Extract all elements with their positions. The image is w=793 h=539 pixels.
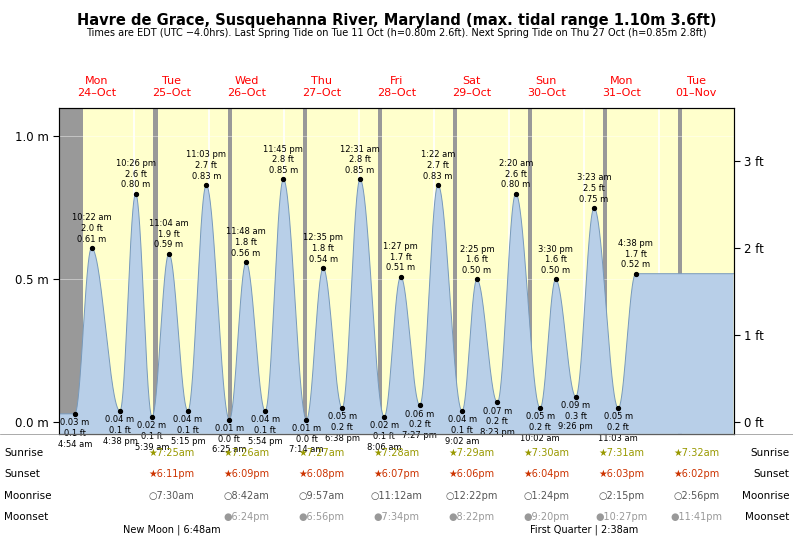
Bar [158, 108, 228, 434]
Text: ★6:09pm: ★6:09pm [224, 469, 270, 479]
Text: Sunrise: Sunrise [750, 448, 789, 458]
Text: 11:48 am
1.8 ft
0.56 m: 11:48 am 1.8 ft 0.56 m [226, 227, 266, 258]
Text: 11:45 pm
2.8 ft
0.85 m: 11:45 pm 2.8 ft 0.85 m [263, 144, 304, 175]
Text: Moonrise: Moonrise [4, 491, 52, 501]
Text: ★7:26am: ★7:26am [224, 448, 270, 458]
Text: 10:26 pm
2.6 ft
0.80 m: 10:26 pm 2.6 ft 0.80 m [116, 159, 155, 189]
Text: Sunrise: Sunrise [4, 448, 43, 458]
Text: 11:03 pm
2.7 ft
0.83 m: 11:03 pm 2.7 ft 0.83 m [186, 150, 226, 181]
Bar [532, 108, 603, 434]
Text: 0.04 m
0.1 ft
9:02 am: 0.04 m 0.1 ft 9:02 am [445, 416, 479, 446]
Text: ○2:15pm: ○2:15pm [598, 491, 644, 501]
Text: 0.02 m
0.1 ft
8:06 am: 0.02 m 0.1 ft 8:06 am [367, 421, 401, 452]
Text: ●7:34pm: ●7:34pm [374, 512, 419, 522]
Text: Sunset: Sunset [4, 469, 40, 479]
Text: ★7:27am: ★7:27am [298, 448, 345, 458]
Text: ★6:02pm: ★6:02pm [673, 469, 719, 479]
Text: ★6:03pm: ★6:03pm [598, 469, 644, 479]
Text: 0.09 m
0.3 ft
9:26 pm: 0.09 m 0.3 ft 9:26 pm [558, 401, 593, 432]
Bar [607, 108, 678, 434]
Text: Moonset: Moonset [4, 512, 48, 522]
Text: ●9:20pm: ●9:20pm [523, 512, 569, 522]
Text: 11:04 am
1.9 ft
0.59 m: 11:04 am 1.9 ft 0.59 m [149, 219, 189, 250]
Text: 0.05 m
0.2 ft
6:38 pm: 0.05 m 0.2 ft 6:38 pm [324, 412, 360, 443]
Text: ○7:30am: ○7:30am [149, 491, 195, 501]
Text: Sunset: Sunset [753, 469, 789, 479]
Text: 0.04 m
0.1 ft
5:15 pm: 0.04 m 0.1 ft 5:15 pm [170, 416, 205, 446]
Text: 4:38 pm
1.7 ft
0.52 m: 4:38 pm 1.7 ft 0.52 m [619, 239, 653, 270]
Polygon shape [59, 179, 734, 434]
Text: 0.04 m
0.1 ft
5:54 pm: 0.04 m 0.1 ft 5:54 pm [248, 416, 282, 446]
Text: 3:30 pm
1.6 ft
0.50 m: 3:30 pm 1.6 ft 0.50 m [538, 245, 573, 275]
Text: ○9:57am: ○9:57am [299, 491, 344, 501]
Bar [457, 108, 528, 434]
Text: Havre de Grace, Susquehanna River, Maryland (max. tidal range 1.10m 3.6ft): Havre de Grace, Susquehanna River, Maryl… [77, 13, 716, 29]
Text: ★7:31am: ★7:31am [598, 448, 644, 458]
Text: ○12:22pm: ○12:22pm [445, 491, 497, 501]
Text: 0.07 m
0.2 ft
8:23 pm: 0.07 m 0.2 ft 8:23 pm [480, 407, 515, 437]
Text: 10:22 am
2.0 ft
0.61 m: 10:22 am 2.0 ft 0.61 m [71, 213, 111, 244]
Text: Moonset: Moonset [745, 512, 789, 522]
Text: 0.05 m
0.2 ft
11:03 am: 0.05 m 0.2 ft 11:03 am [599, 412, 638, 443]
Text: 1:27 pm
1.7 ft
0.51 m: 1:27 pm 1.7 ft 0.51 m [383, 242, 418, 272]
Text: 0.04 m
0.1 ft
4:38 pm: 0.04 m 0.1 ft 4:38 pm [102, 416, 137, 446]
Text: 0.03 m
0.1 ft
4:54 am: 0.03 m 0.1 ft 4:54 am [58, 418, 92, 448]
Text: ●10:27pm: ●10:27pm [595, 512, 647, 522]
Text: ●11:41pm: ●11:41pm [670, 512, 722, 522]
Text: ●8:22pm: ●8:22pm [448, 512, 495, 522]
Text: ★7:29am: ★7:29am [448, 448, 495, 458]
Text: ★6:07pm: ★6:07pm [374, 469, 419, 479]
Bar [232, 108, 303, 434]
Text: ★6:06pm: ★6:06pm [448, 469, 495, 479]
Text: ★7:32am: ★7:32am [673, 448, 719, 458]
Text: First Quarter | 2:38am: First Quarter | 2:38am [530, 524, 638, 535]
Text: ●6:56pm: ●6:56pm [299, 512, 345, 522]
Text: 12:35 pm
1.8 ft
0.54 m: 12:35 pm 1.8 ft 0.54 m [303, 233, 343, 264]
Text: 0.06 m
0.2 ft
7:27 pm: 0.06 m 0.2 ft 7:27 pm [402, 410, 437, 440]
Text: 0.01 m
0.0 ft
6:25 am: 0.01 m 0.0 ft 6:25 am [213, 424, 247, 454]
Text: ★7:30am: ★7:30am [523, 448, 569, 458]
Text: 0.05 m
0.2 ft
10:02 am: 0.05 m 0.2 ft 10:02 am [520, 412, 560, 443]
Text: Times are EDT (UTC −4.0hrs). Last Spring Tide on Tue 11 Oct (h=0.80m 2.6ft). Nex: Times are EDT (UTC −4.0hrs). Last Spring… [86, 28, 707, 38]
Text: ★6:11pm: ★6:11pm [149, 469, 195, 479]
Text: 0.01 m
0.0 ft
7:14 am: 0.01 m 0.0 ft 7:14 am [289, 424, 324, 454]
Text: 2:25 pm
1.6 ft
0.50 m: 2:25 pm 1.6 ft 0.50 m [460, 245, 494, 275]
Text: ●6:24pm: ●6:24pm [224, 512, 270, 522]
Text: New Moon | 6:48am: New Moon | 6:48am [123, 524, 220, 535]
Bar [682, 108, 734, 434]
Text: 12:31 am
2.8 ft
0.85 m: 12:31 am 2.8 ft 0.85 m [340, 144, 380, 175]
Text: ★7:28am: ★7:28am [374, 448, 419, 458]
Text: ○8:42am: ○8:42am [224, 491, 270, 501]
Text: ○2:56pm: ○2:56pm [673, 491, 719, 501]
Bar [308, 108, 378, 434]
Text: ○11:12am: ○11:12am [370, 491, 423, 501]
Text: 2:20 am
2.6 ft
0.80 m: 2:20 am 2.6 ft 0.80 m [499, 159, 533, 189]
Text: 3:23 am
2.5 ft
0.75 m: 3:23 am 2.5 ft 0.75 m [577, 173, 611, 204]
Text: ★6:04pm: ★6:04pm [523, 469, 569, 479]
Text: Moonrise: Moonrise [741, 491, 789, 501]
Text: ○1:24pm: ○1:24pm [523, 491, 569, 501]
Text: 1:22 am
2.7 ft
0.83 m: 1:22 am 2.7 ft 0.83 m [421, 150, 455, 181]
Text: ★6:08pm: ★6:08pm [298, 469, 345, 479]
Text: ★7:25am: ★7:25am [149, 448, 195, 458]
Bar [82, 108, 153, 434]
Text: 0.02 m
0.1 ft
5:39 am: 0.02 m 0.1 ft 5:39 am [135, 421, 169, 452]
Bar [382, 108, 453, 434]
